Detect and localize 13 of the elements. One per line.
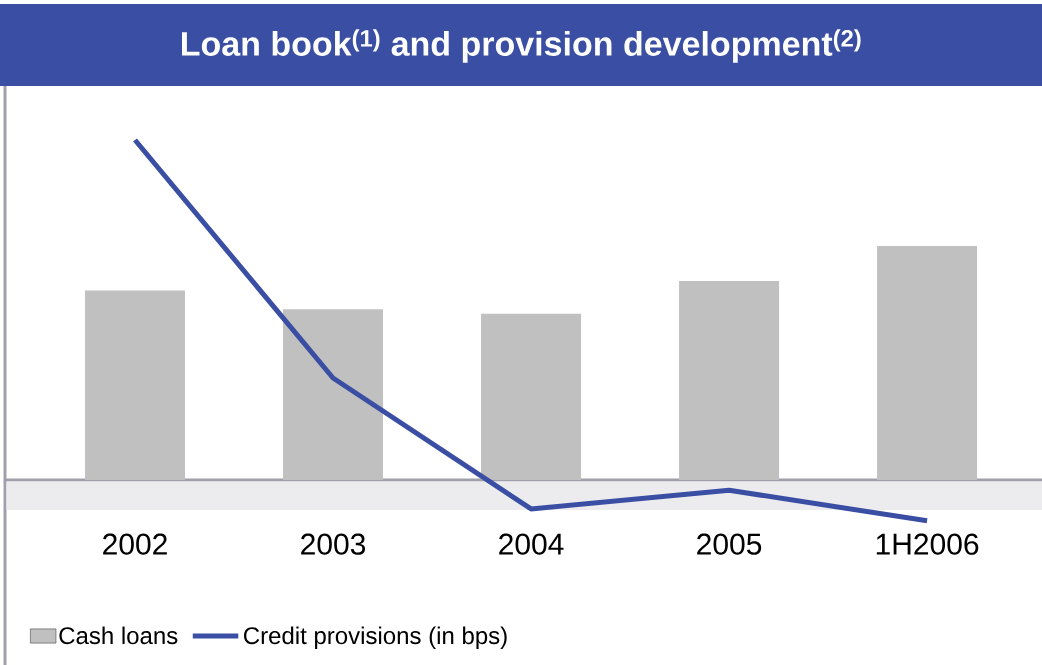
x-tick-label: 2002 [103, 533, 167, 555]
x-tick-label: 2005 [697, 533, 762, 555]
bar [85, 290, 186, 481]
bar [481, 313, 582, 481]
legend-label: Cash loans [59, 626, 178, 645]
x-tick-label: 2004 [499, 533, 564, 555]
x-tick-label: 2003 [301, 533, 366, 555]
bar [877, 246, 978, 481]
bar [679, 281, 780, 481]
bar [283, 309, 384, 481]
x-tick-label: 1H2006 [876, 533, 979, 555]
legend-label: Credit provisions (in bps) [244, 626, 507, 649]
chart-title: Loan book$^{(1)}$ and provision development$^{(2)}$ [182, 29, 861, 63]
